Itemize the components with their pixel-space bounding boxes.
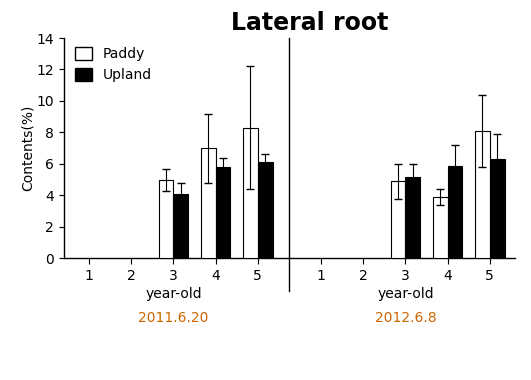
Bar [174, 194, 188, 258]
Bar [405, 177, 420, 258]
Bar [258, 162, 272, 258]
Bar [201, 148, 216, 258]
Text: year-old: year-old [377, 287, 434, 301]
Y-axis label: Contents(%): Contents(%) [21, 105, 35, 192]
Bar [475, 131, 490, 258]
Bar [433, 197, 448, 258]
Bar [448, 166, 463, 258]
Text: year-old: year-old [145, 287, 202, 301]
Bar [391, 181, 405, 258]
Text: Lateral root: Lateral root [232, 11, 389, 35]
Bar [490, 159, 504, 258]
Bar [243, 128, 258, 258]
Text: 2011.6.20: 2011.6.20 [138, 311, 209, 325]
Bar [216, 167, 230, 258]
Text: 2012.6.8: 2012.6.8 [374, 311, 436, 325]
Bar [159, 180, 174, 258]
Legend: Paddy, Upland: Paddy, Upland [75, 47, 152, 82]
